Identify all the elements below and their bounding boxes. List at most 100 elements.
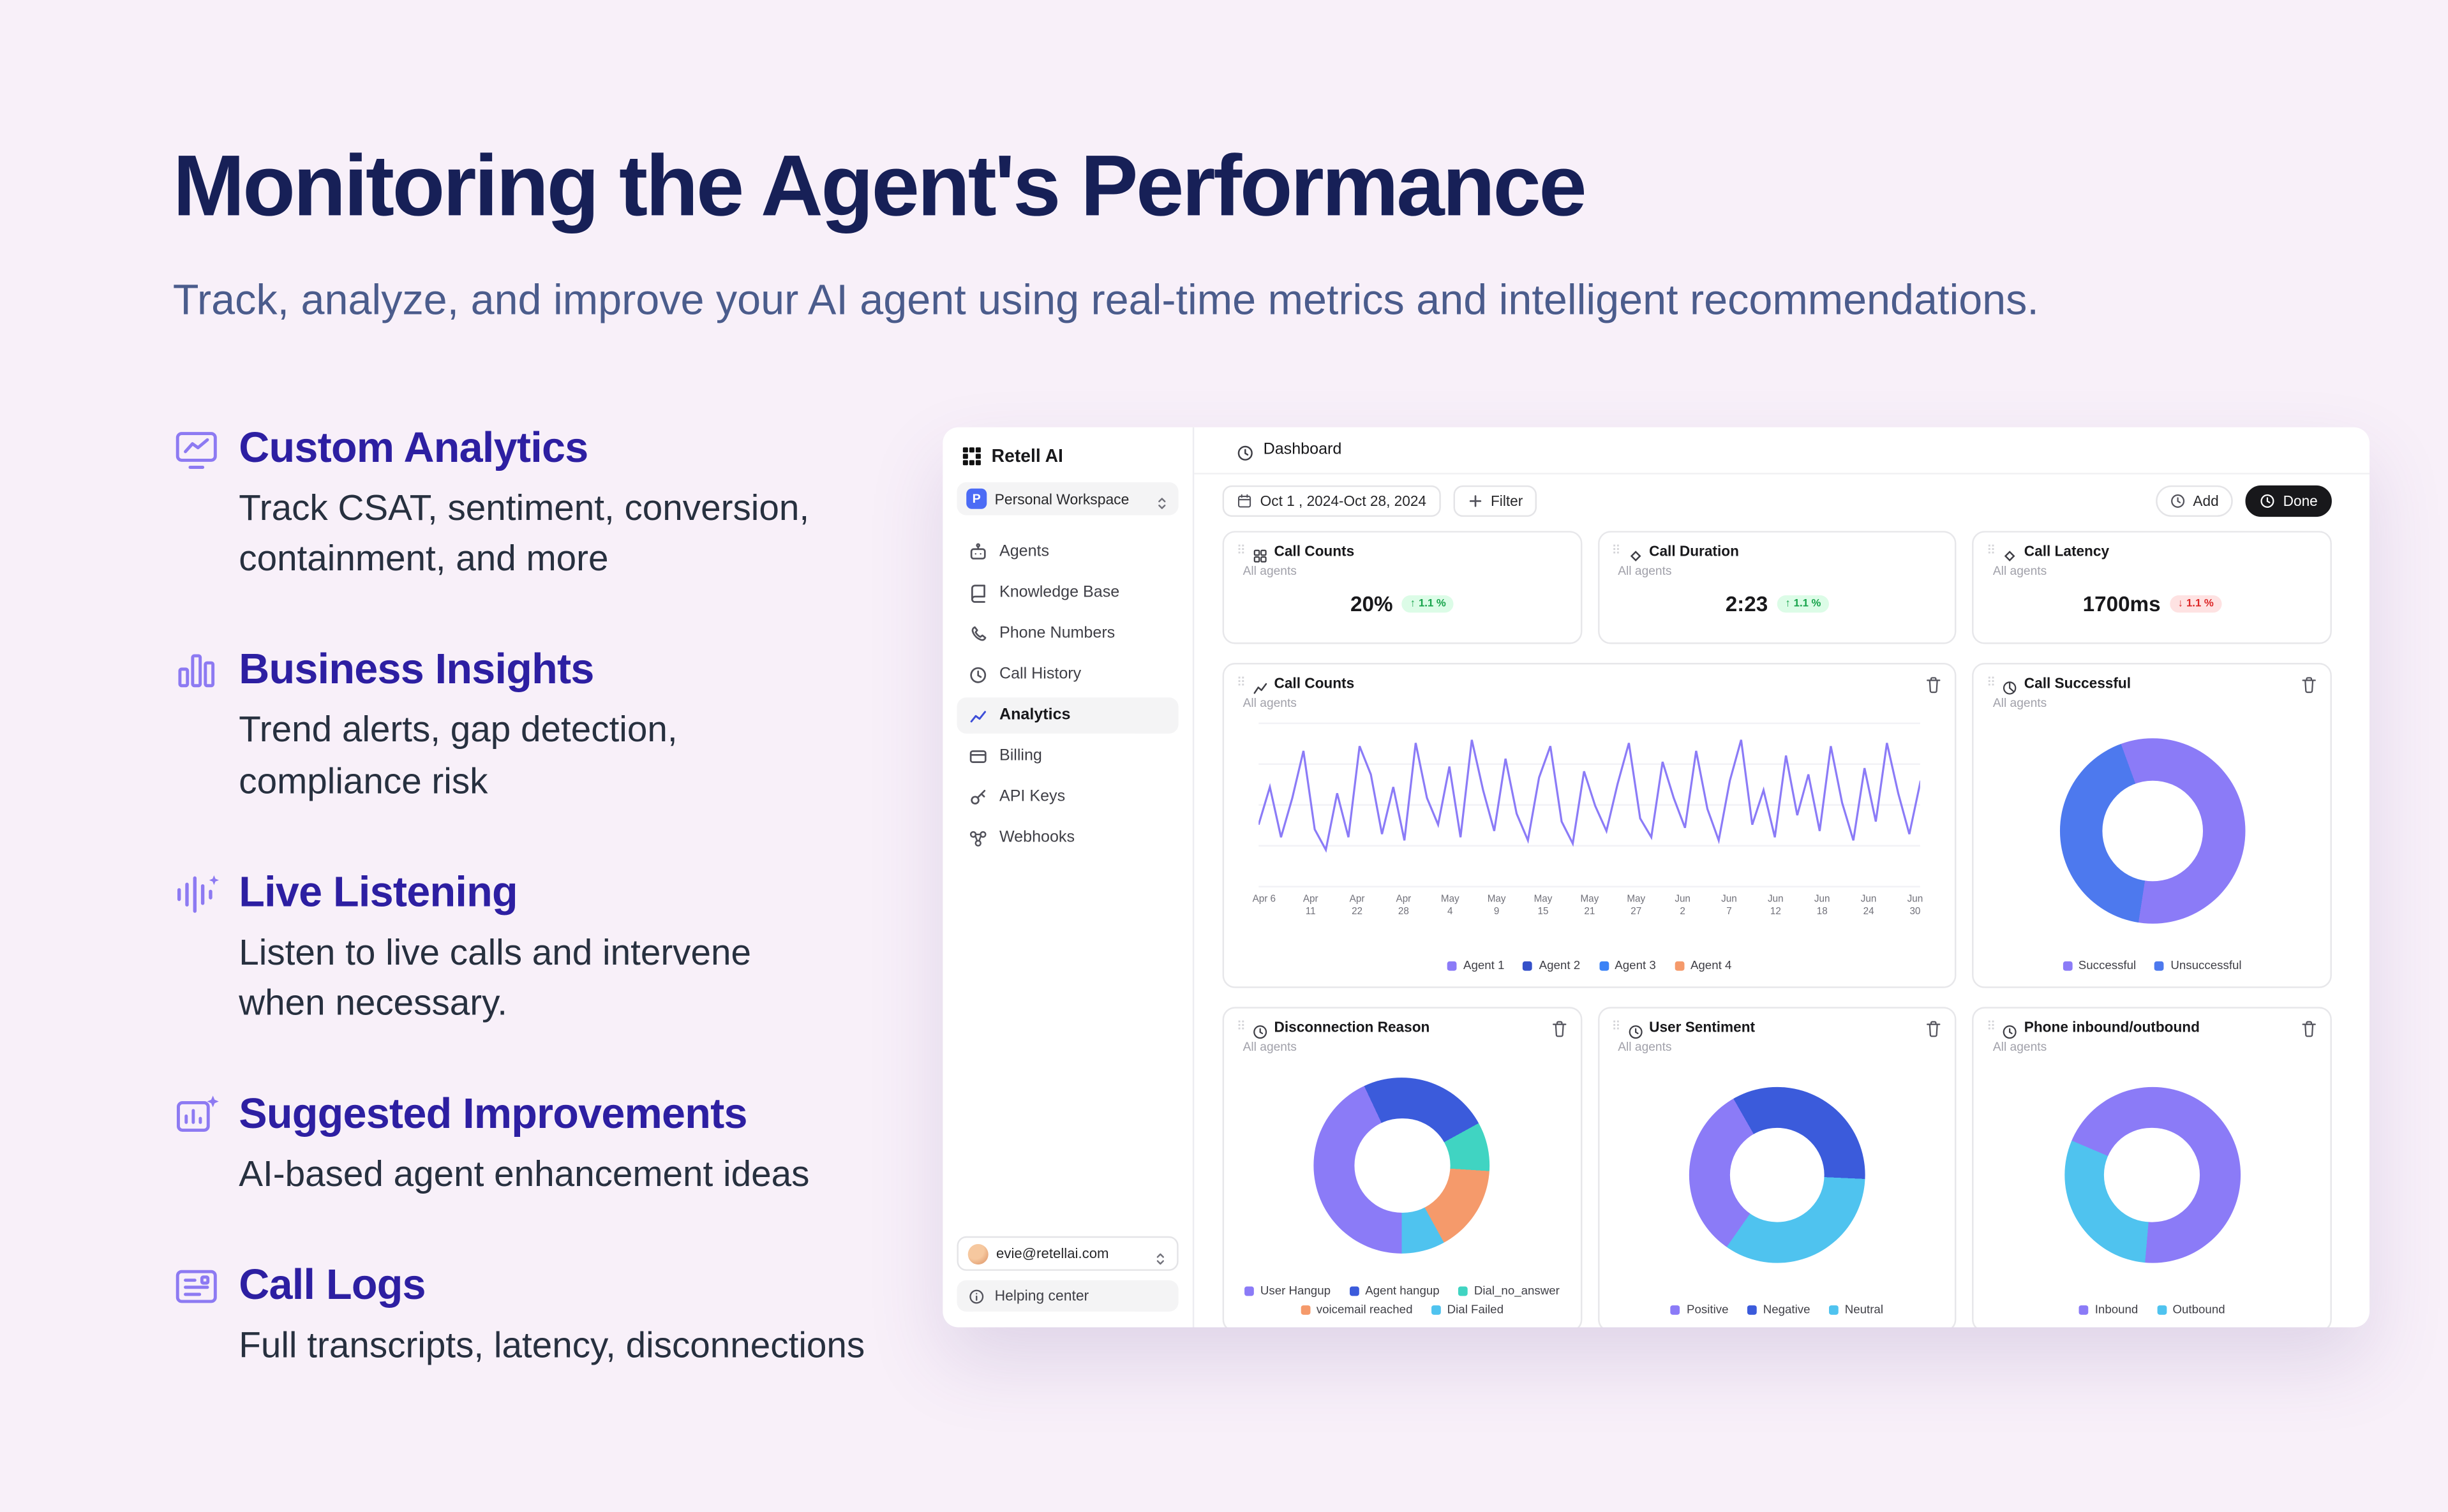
sidebar-item-label: Billing [999, 748, 1042, 766]
stat-value: 20% [1350, 592, 1393, 616]
call-counts-line [1258, 740, 1920, 850]
drag-handle-icon[interactable]: ⠿ [1236, 1019, 1246, 1034]
stat-title: Call Duration [1649, 543, 1739, 560]
x-axis-label: May 15 [1534, 893, 1553, 917]
account-email: evie@retellai.com [996, 1245, 1109, 1262]
stat-delta-badge: ↑ 1.1 % [1777, 595, 1829, 613]
drag-handle-icon[interactable]: ⠿ [1987, 543, 1996, 558]
legend-swatch [1458, 1286, 1468, 1296]
add-label: Add [2193, 493, 2219, 509]
sidebar-item-analytics[interactable]: Analytics [957, 697, 1179, 734]
sidebar-item-billing[interactable]: Billing [957, 738, 1178, 775]
drag-handle-icon[interactable]: ⠿ [1611, 1019, 1621, 1034]
trend-arrow-icon: ↑ [1785, 598, 1791, 610]
stat-title: Call Counts [1274, 543, 1355, 560]
delete-widget-icon[interactable] [1550, 1019, 1567, 1039]
chart-title: Phone inbound/outbound [2024, 1019, 2200, 1035]
done-label: Done [2283, 493, 2318, 509]
phone-inbound-outbound-donut [2064, 1086, 2241, 1263]
line-chart-icon [1252, 676, 1268, 692]
legend-item: User Hangup [1244, 1284, 1331, 1298]
stat-card-call-latency: ⠿ Call Latency All agents 1700ms ↓ 1.1 % [1972, 531, 2332, 644]
account-selector[interactable]: evie@retellai.com [957, 1236, 1179, 1271]
legend-swatch [2156, 1304, 2167, 1314]
feature-title: Custom Analytics [239, 424, 588, 471]
legend-swatch [1747, 1304, 1757, 1314]
drag-handle-icon[interactable]: ⠿ [1611, 543, 1621, 558]
delete-widget-icon[interactable] [1925, 1019, 1943, 1039]
date-range-label: Oct 1 , 2024-Oct 28, 2024 [1260, 493, 1427, 509]
delete-widget-icon[interactable] [2301, 1019, 2318, 1039]
workspace-name: Personal Workspace [994, 491, 1130, 507]
sidebar-item-call-history[interactable]: Call History [957, 656, 1178, 693]
x-axis-label: May 21 [1580, 893, 1599, 917]
delete-widget-icon[interactable] [1925, 676, 1943, 695]
legend-swatch [1829, 1304, 1839, 1314]
feature-live-listening: Live Listening Listen to live calls and … [173, 868, 924, 1028]
legend-item: voicemail reached [1301, 1302, 1412, 1316]
info-icon [968, 1287, 985, 1305]
sidebar-item-agents[interactable]: Agents [957, 534, 1178, 570]
x-axis-label: Apr 22 [1349, 893, 1365, 917]
user-sentiment-donut [1689, 1086, 1865, 1263]
sidebar-bottom: evie@retellai.com Helping center [957, 1236, 1179, 1312]
retell-logo-icon [962, 446, 982, 466]
legend-swatch [1599, 960, 1609, 970]
chart-card-user-sentiment: ⠿ User Sentiment All agents Positive Nega… [1597, 1007, 1957, 1328]
legend-swatch [1671, 1304, 1681, 1314]
workspace-selector[interactable]: P Personal Workspace [957, 482, 1179, 515]
sidebar-item-api-keys[interactable]: API Keys [957, 779, 1178, 815]
feature-custom-analytics: Custom Analytics Track CSAT, sentiment, … [173, 424, 924, 584]
sidebar-nav: Agents Knowledge Base Phone Numbers Call… [957, 534, 1179, 856]
workspace-badge: P [966, 488, 987, 509]
help-center-button[interactable]: Helping center [957, 1280, 1179, 1312]
legend-item: Agent hangup [1349, 1284, 1440, 1298]
drag-handle-icon[interactable]: ⠿ [1236, 543, 1246, 558]
sidebar-item-phone-numbers[interactable]: Phone Numbers [957, 616, 1178, 652]
chart-card-call-counts: ⠿ Call Counts All agents Apr 6 Apr 11 Apr … [1222, 663, 1957, 988]
page-title: Monitoring the Agent's Performance [172, 137, 1587, 234]
drag-handle-icon[interactable]: ⠿ [1987, 675, 1996, 690]
bar-chart-icon [173, 648, 220, 695]
delete-widget-icon[interactable] [2301, 676, 2318, 695]
stat-scope: All agents [1243, 563, 1297, 579]
legend-swatch [2154, 960, 2165, 970]
sidebar-item-label: Agents [999, 543, 1050, 561]
legend-swatch [1431, 1304, 1441, 1314]
filter-button[interactable]: Filter [1452, 485, 1537, 517]
diamond-icon [2002, 544, 2018, 560]
legend-swatch [2063, 960, 2072, 970]
custom-analytics-icon [173, 426, 220, 473]
sidebar-item-webhooks[interactable]: Webhooks [957, 820, 1178, 856]
x-axis-label: Jun 2 [1675, 893, 1690, 917]
stat-title: Call Latency [2024, 543, 2110, 560]
date-range-button[interactable]: Oct 1 , 2024-Oct 28, 2024 [1222, 485, 1441, 517]
clock-icon [1252, 1019, 1268, 1035]
feature-title: Suggested Improvements [239, 1090, 747, 1138]
chevron-up-down-icon [1153, 1247, 1167, 1261]
legend-item: Negative [1747, 1302, 1810, 1316]
clock-icon [2260, 493, 2276, 509]
pie-chart-icon [2002, 676, 2018, 692]
widget-grid: ⠿ Call Counts All agents 20% ↑ 1.1 % ⠿ [1194, 528, 2370, 1328]
chart-title: User Sentiment [1649, 1019, 1756, 1035]
dashboard-main: Dashboard Oct 1 , 2024-Oct 28, 2024 Filt… [1194, 427, 2370, 1328]
clock-icon [1237, 441, 1254, 459]
trend-arrow-icon: ↑ [1410, 598, 1416, 610]
legend-swatch [1244, 1286, 1254, 1296]
x-axis-label: Jun 18 [1814, 893, 1830, 917]
x-axis-label: Apr 6 [1252, 893, 1276, 905]
phone-icon [968, 623, 989, 644]
sidebar-item-knowledge-base[interactable]: Knowledge Base [957, 575, 1178, 611]
drag-handle-icon[interactable]: ⠿ [1987, 1019, 1996, 1034]
sidebar-item-label: Phone Numbers [999, 625, 1116, 643]
stat-value: 2:23 [1725, 592, 1768, 616]
done-button[interactable]: Done [2245, 485, 2332, 517]
toolbar: Oct 1 , 2024-Oct 28, 2024 Filter Add Don… [1194, 475, 2370, 528]
legend-item: Dial Failed [1431, 1302, 1504, 1316]
clock-icon [2169, 493, 2185, 509]
x-axis-labels: Apr 6 Apr 11 Apr 22 Apr 28 May 4 May 9 May 15 M… [1252, 894, 1927, 918]
drag-handle-icon[interactable]: ⠿ [1236, 675, 1246, 690]
add-widget-button[interactable]: Add [2155, 485, 2233, 517]
